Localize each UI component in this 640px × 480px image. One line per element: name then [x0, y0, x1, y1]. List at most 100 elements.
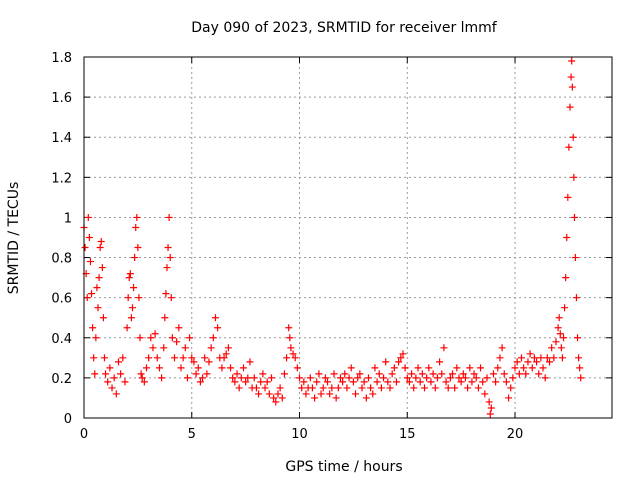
data-point — [500, 370, 508, 378]
data-point — [520, 364, 528, 372]
data-point — [308, 384, 316, 392]
data-point — [85, 234, 93, 241]
data-point — [562, 274, 570, 282]
data-point — [386, 384, 394, 392]
data-point — [244, 374, 252, 382]
x-tick-label: 10 — [291, 427, 308, 442]
data-point — [464, 384, 472, 392]
data-point — [433, 374, 441, 382]
data-point — [317, 390, 325, 398]
data-point — [431, 384, 439, 392]
data-point — [194, 364, 202, 372]
data-point — [570, 173, 578, 181]
data-point — [252, 384, 260, 392]
data-point — [106, 364, 114, 372]
data-point — [554, 324, 562, 332]
data-point — [382, 358, 390, 366]
data-point — [530, 354, 538, 362]
data-point — [414, 364, 422, 372]
data-point — [564, 193, 572, 201]
y-tick-label: 0 — [64, 412, 72, 427]
data-point — [158, 374, 166, 382]
data-point — [134, 244, 142, 252]
data-point — [222, 350, 230, 358]
data-point — [505, 394, 513, 402]
data-point — [440, 344, 448, 352]
data-point — [220, 354, 228, 362]
data-point — [550, 354, 558, 362]
data-point — [132, 223, 140, 231]
data-point — [280, 370, 288, 378]
data-point — [515, 370, 523, 378]
data-point — [472, 374, 480, 382]
data-point — [453, 364, 461, 372]
data-point — [412, 374, 420, 382]
data-point — [397, 354, 405, 362]
data-point — [349, 378, 357, 386]
data-point — [175, 324, 183, 332]
y-tick-label: 1 — [64, 211, 72, 226]
y-tick-label: 1.6 — [51, 91, 72, 106]
data-point — [283, 354, 291, 362]
data-point — [231, 378, 239, 386]
data-point — [291, 354, 299, 362]
data-point — [285, 324, 293, 332]
y-tick-label: 0.6 — [51, 292, 72, 307]
data-point — [560, 334, 568, 342]
data-point — [95, 274, 103, 282]
data-point — [481, 390, 489, 398]
data-point — [494, 364, 502, 372]
data-point — [483, 374, 491, 382]
data-point — [558, 354, 566, 362]
data-point — [571, 213, 579, 221]
data-point — [561, 304, 569, 312]
data-point — [390, 364, 398, 372]
data-point — [209, 334, 217, 342]
data-point — [487, 404, 495, 412]
data-point — [341, 370, 349, 378]
data-point — [190, 358, 198, 366]
data-point — [438, 370, 446, 378]
data-point — [421, 384, 429, 392]
data-point — [566, 103, 574, 111]
data-point — [576, 364, 584, 372]
data-point — [218, 364, 226, 372]
chart-title: Day 090 of 2023, SRMTID for receiver lmm… — [191, 20, 498, 36]
data-point — [380, 374, 388, 382]
data-point — [416, 378, 424, 386]
data-point — [423, 374, 431, 382]
data-point — [369, 390, 377, 398]
x-tick-label: 15 — [399, 427, 416, 442]
data-point — [384, 378, 392, 386]
data-point — [543, 354, 551, 362]
data-point — [224, 344, 232, 352]
data-point — [522, 370, 530, 378]
data-point — [160, 344, 168, 352]
data-point — [257, 378, 265, 386]
data-point — [339, 378, 347, 386]
data-point — [161, 314, 169, 322]
data-point — [293, 364, 301, 372]
data-point — [319, 384, 327, 392]
data-point — [324, 378, 332, 386]
data-point — [168, 334, 176, 342]
data-point — [446, 374, 454, 382]
data-point — [93, 284, 101, 292]
data-point — [343, 384, 351, 392]
data-point — [179, 354, 187, 362]
data-point — [479, 378, 487, 386]
data-point — [286, 334, 294, 342]
data-point — [401, 364, 409, 372]
data-point — [142, 364, 150, 372]
data-point — [207, 344, 215, 352]
data-point — [492, 378, 500, 386]
data-point — [577, 374, 585, 382]
data-point — [541, 374, 549, 382]
data-point — [214, 324, 222, 332]
y-tick-label: 1.8 — [51, 51, 72, 66]
data-point — [199, 374, 207, 382]
data-point — [552, 338, 560, 346]
data-point — [311, 394, 319, 402]
data-point — [449, 370, 457, 378]
y-tick-label: 1.4 — [51, 131, 72, 146]
